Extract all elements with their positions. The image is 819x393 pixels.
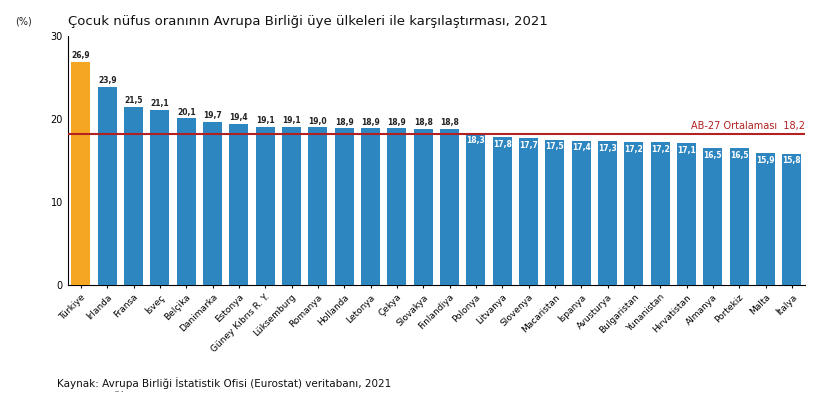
Bar bbox=[781, 154, 800, 285]
Text: Kaynak: Avrupa Birliği İstatistik Ofisi (Eurostat) veritabanı, 2021: Kaynak: Avrupa Birliği İstatistik Ofisi … bbox=[57, 377, 391, 389]
Bar bbox=[518, 138, 537, 285]
Bar bbox=[755, 153, 774, 285]
Bar bbox=[545, 140, 563, 285]
Bar bbox=[334, 128, 353, 285]
Text: TÜİK, Adrese Dayalı Nüfus Kayıt Sistemi, 2021: TÜİK, Adrese Dayalı Nüfus Kayıt Sistemi,… bbox=[106, 391, 346, 393]
Text: 17,8: 17,8 bbox=[492, 140, 511, 149]
Text: 19,1: 19,1 bbox=[282, 116, 301, 125]
Bar bbox=[597, 141, 616, 285]
Bar bbox=[466, 133, 485, 285]
Text: 18,9: 18,9 bbox=[334, 118, 353, 127]
Bar bbox=[360, 128, 379, 285]
Text: 17,3: 17,3 bbox=[597, 144, 616, 153]
Bar bbox=[703, 148, 722, 285]
Bar bbox=[229, 124, 248, 285]
Bar bbox=[150, 110, 170, 285]
Text: 15,8: 15,8 bbox=[781, 156, 800, 165]
Text: 19,4: 19,4 bbox=[229, 113, 248, 122]
Text: 20,1: 20,1 bbox=[177, 108, 196, 117]
Text: 17,2: 17,2 bbox=[650, 145, 669, 154]
Text: Çocuk nüfus oranının Avrupa Birliği üye ülkeleri ile karşılaştırması, 2021: Çocuk nüfus oranının Avrupa Birliği üye … bbox=[68, 15, 547, 28]
Bar bbox=[308, 127, 327, 285]
Text: 17,7: 17,7 bbox=[518, 141, 537, 150]
Text: 17,5: 17,5 bbox=[545, 142, 563, 151]
Text: 17,2: 17,2 bbox=[624, 145, 642, 154]
Bar bbox=[97, 87, 116, 285]
Text: 15,9: 15,9 bbox=[755, 156, 774, 165]
Text: 17,4: 17,4 bbox=[571, 143, 590, 152]
Text: 16,5: 16,5 bbox=[729, 151, 748, 160]
Bar bbox=[124, 107, 143, 285]
Bar bbox=[623, 142, 643, 285]
Bar bbox=[282, 127, 301, 285]
Text: 26,9: 26,9 bbox=[71, 51, 90, 60]
Bar bbox=[676, 143, 695, 285]
Bar bbox=[387, 128, 406, 285]
Bar bbox=[71, 62, 90, 285]
Bar bbox=[414, 129, 432, 285]
Text: 19,0: 19,0 bbox=[308, 117, 327, 126]
Text: 17,1: 17,1 bbox=[676, 145, 695, 154]
Text: 16,5: 16,5 bbox=[703, 151, 722, 160]
Text: 19,7: 19,7 bbox=[203, 111, 222, 120]
Bar bbox=[650, 142, 669, 285]
Bar bbox=[177, 118, 196, 285]
Text: 21,1: 21,1 bbox=[151, 99, 169, 108]
Text: 18,8: 18,8 bbox=[440, 118, 459, 127]
Text: 18,8: 18,8 bbox=[414, 118, 432, 127]
Bar bbox=[440, 129, 459, 285]
Text: 23,9: 23,9 bbox=[97, 76, 116, 85]
Bar bbox=[203, 121, 222, 285]
Text: AB-27 Ortalaması  18,2: AB-27 Ortalaması 18,2 bbox=[690, 121, 804, 132]
Text: (%): (%) bbox=[15, 17, 32, 27]
Bar bbox=[492, 137, 511, 285]
Bar bbox=[256, 127, 274, 285]
Text: 19,1: 19,1 bbox=[256, 116, 274, 125]
Text: 21,5: 21,5 bbox=[124, 96, 143, 105]
Bar bbox=[729, 148, 748, 285]
Text: 18,3: 18,3 bbox=[466, 136, 485, 145]
Bar bbox=[571, 141, 590, 285]
Text: 18,9: 18,9 bbox=[360, 118, 379, 127]
Text: 18,9: 18,9 bbox=[387, 118, 405, 127]
